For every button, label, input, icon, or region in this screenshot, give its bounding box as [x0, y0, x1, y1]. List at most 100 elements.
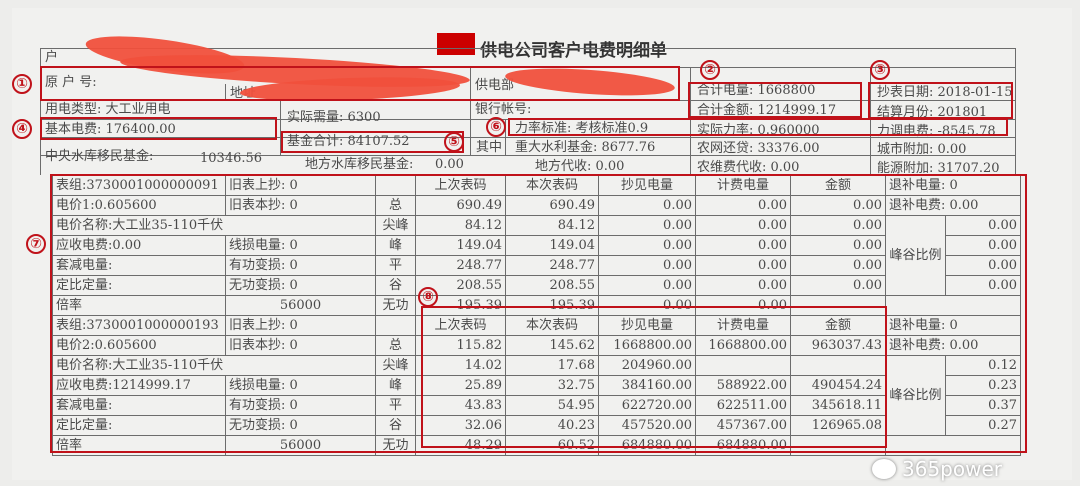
value-cell: 0.00 — [598, 275, 696, 296]
local-collection: 地方代收: 0.00 — [535, 159, 625, 174]
divider — [40, 48, 41, 175]
peak-valley-ratio-value: 0.23 — [944, 375, 1022, 396]
field-multiplier: 56000 — [225, 435, 376, 456]
field-old-current: 旧表本抄: 0 — [225, 195, 376, 216]
annotation-box-1 — [40, 66, 680, 101]
value-cell: 60.52 — [505, 435, 599, 456]
meter-detail-table: 表组:3730001000000091 旧表上抄: 0 上次表码 本次表码 抄见电量 计费… — [52, 175, 1022, 456]
central-reservoir-fund-label: 中央水库移民基金: — [45, 149, 154, 164]
field-deduct: 套减电量: — [52, 395, 226, 416]
city-surcharge: 城市附加: 0.00 — [877, 142, 967, 157]
central-reservoir-fund-value: 10346.56 — [200, 151, 263, 166]
field-price: 电价1:0.605600 — [52, 195, 226, 216]
table-row: 表组:3730001000000091 旧表上抄: 0 上次表码 本次表码 抄见电量 计费… — [52, 175, 1022, 196]
annotation-box-8 — [421, 306, 887, 448]
period-label: 总 — [375, 195, 416, 216]
wechat-icon — [872, 459, 896, 479]
divider — [505, 119, 506, 155]
peak-valley-ratio-value: 0.00 — [944, 235, 1022, 256]
value-cell: 48.29 — [415, 435, 506, 456]
divider — [40, 48, 1015, 49]
bank-account-label: 银行帐号: — [475, 102, 532, 117]
value-cell: 208.55 — [415, 275, 506, 296]
field-old-upper: 旧表上抄: 0 — [225, 175, 376, 196]
rural-maintenance-fee: 农维费代收: 0.00 — [697, 160, 800, 175]
table-row: 定比定量: 无功变损: 0 谷 32.06 40.23 457520.00 457367.0… — [52, 415, 1022, 436]
rural-grid-loan: 农网还贷: 33376.00 — [697, 141, 820, 156]
column-header: 本次表码 — [505, 315, 599, 336]
field-old-upper: 旧表上抄: 0 — [225, 315, 376, 336]
power-factor-standard: 力率标准: 考核标准0.9 — [515, 121, 649, 136]
field-reactive-loss: 无功变损: 0 — [225, 415, 376, 436]
meter-reading-date: 抄表日期: 2018-01-15 — [877, 85, 1013, 100]
field-receivable: 应收电费:1214999.17 — [52, 375, 226, 396]
field-reactive-loss: 无功变损: 0 — [225, 275, 376, 296]
original-account-label: 原 户 号: — [45, 75, 97, 90]
divider — [40, 155, 1015, 156]
value-cell: 0.00 — [695, 195, 791, 216]
annotation-marker-2: ② — [700, 60, 720, 80]
peak-valley-ratio-value: 0.37 — [944, 395, 1022, 416]
period-label: 峰 — [375, 235, 416, 256]
table-row: 套减电量: 有功变损: 0 平 43.83 54.95 622720.00 622511.0… — [52, 395, 1022, 416]
column-header: 上次表码 — [415, 175, 506, 196]
redacted-company-mark — [437, 33, 475, 55]
annotation-box-3 — [868, 82, 1013, 119]
peak-valley-ratio-label: 峰谷比例 — [885, 215, 946, 296]
field-active-loss: 有功变损: 0 — [225, 395, 376, 416]
column-header: 上次表码 — [415, 315, 506, 336]
value-cell: 0.00 — [598, 215, 696, 236]
local-reservoir-fund-label: 地方水库移民基金: — [305, 157, 414, 172]
account-label: 户 — [45, 50, 59, 65]
settlement-month: 结算月份: 201801 — [877, 105, 988, 120]
value-cell: 145.62 — [505, 335, 599, 356]
basic-fee: 基本电费: 176400.00 — [45, 122, 176, 137]
divider — [280, 100, 281, 155]
water-conservancy-fund: 重大水利基金: 8677.76 — [515, 140, 656, 155]
value-cell: 345618.11 — [790, 395, 886, 416]
value-cell: 684880.00 — [598, 435, 696, 456]
table-row: 电价2:0.605600 旧表本抄: 0 总 115.82 145.62 1668800.… — [52, 335, 1022, 356]
total-amount: 合计金额: 1214999.17 — [697, 103, 837, 118]
table-row: 定比定量: 无功变损: 0 谷 208.55 208.55 0.00 0.00 0.00 0.0… — [52, 275, 1022, 296]
divider — [1015, 48, 1016, 175]
value-cell: 14.02 — [415, 355, 506, 376]
annotation-box-2 — [688, 82, 862, 118]
field-old-current: 旧表本抄: 0 — [225, 335, 376, 356]
annotation-box-6 — [508, 118, 1008, 136]
supply-dept-label: 供电部 — [475, 78, 515, 93]
value-cell: 84.12 — [505, 215, 599, 236]
peak-valley-ratio-value: 0.00 — [944, 275, 1022, 296]
annotation-box-7 — [50, 174, 1027, 453]
value-cell: 1668800.00 — [695, 335, 791, 356]
value-cell: 1668800.00 — [598, 335, 696, 356]
value-cell: 54.95 — [505, 395, 599, 416]
watermark: 365power — [902, 457, 1002, 481]
total-energy: 合计电量: 1668800 — [697, 83, 816, 98]
annotation-box-4 — [40, 117, 277, 140]
annotation-marker-8: ⑧ — [418, 287, 438, 307]
field-group: 表组:3730001000000091 — [52, 175, 226, 196]
field-multiplier-label: 倍率 — [52, 435, 226, 456]
peak-valley-ratio-value: 0.27 — [944, 415, 1022, 436]
field-group: 表组:3730001000000193 — [52, 315, 226, 336]
of-which-label: 其中 — [476, 140, 503, 155]
divider — [470, 67, 471, 155]
field-active-loss: 有功变损: 0 — [225, 255, 376, 276]
value-cell: 0.00 — [598, 295, 696, 316]
column-header: 抄见电量 — [598, 175, 696, 196]
annotation-box-5 — [281, 131, 464, 153]
value-cell: 690.49 — [415, 195, 506, 216]
usage-type: 用电类型: 大工业用电 — [45, 102, 171, 117]
divider — [40, 137, 1015, 138]
value-cell: 248.77 — [415, 255, 506, 276]
divider — [225, 84, 226, 100]
column-header: 金额 — [790, 175, 886, 196]
annotation-marker-1: ① — [12, 74, 32, 94]
peak-valley-ratio-label: 峰谷比例 — [885, 355, 946, 436]
value-cell: 0.00 — [790, 215, 886, 236]
document-title: 供电公司客户电费明细单 — [480, 41, 667, 61]
value-cell: 208.55 — [505, 275, 599, 296]
divider — [870, 67, 871, 175]
annotation-marker-3: ③ — [870, 60, 890, 80]
